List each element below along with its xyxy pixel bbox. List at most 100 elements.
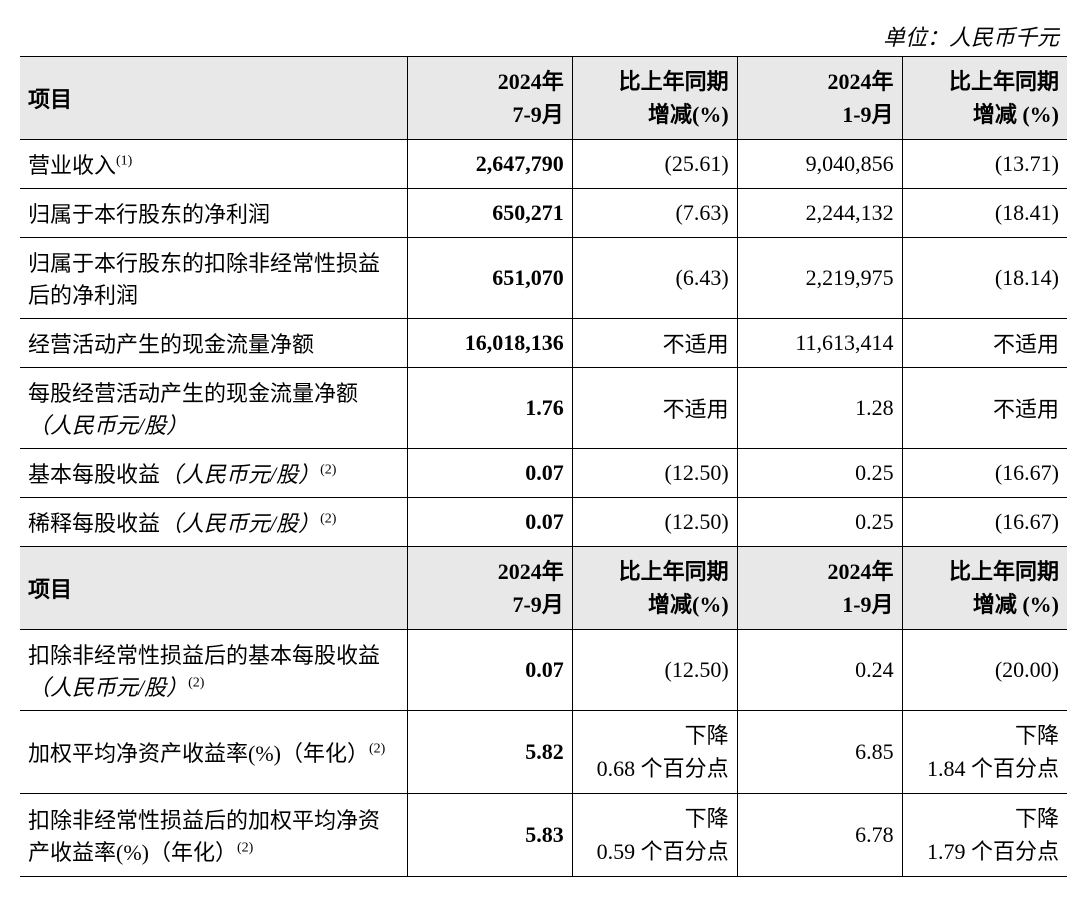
cell-v3: 2,219,975 [737,238,902,319]
cell-v2: 不适用 [572,368,737,449]
table-row: 归属于本行股东的扣除非经常性损益后的净利润 651,070 (6.43) 2,2… [20,238,1067,319]
header-col2-line1: 比上年同期 [619,559,729,584]
row-label: 经营活动产生的现金流量净额 [20,319,407,368]
cell-v4: (18.14) [902,238,1067,319]
cell-v2: (12.50) [572,630,737,711]
cell-v4: 下降 1.84 个百分点 [902,711,1067,794]
cell-v2: 下降 0.59 个百分点 [572,794,737,877]
row-label: 扣除非经常性损益后的基本每股收益（人民币元/股）(2) [20,630,407,711]
row-label: 归属于本行股东的扣除非经常性损益后的净利润 [20,238,407,319]
cell-v2: (25.61) [572,140,737,189]
header-row-1: 项目 2024年 7-9月 比上年同期 增减(%) 2024年 1-9月 比上年… [20,57,1067,140]
v2-line1: 下降 [685,723,729,748]
cell-v4: 不适用 [902,368,1067,449]
label-italic: （人民币元/股） [160,511,320,536]
unit-label: 单位：人民币千元 [20,20,1067,52]
v2-line2: 0.68 个百分点 [597,756,729,781]
row-label: 扣除非经常性损益后的加权平均净资产收益率(%)（年化）(2) [20,794,407,877]
v4-line2: 1.79 个百分点 [927,839,1059,864]
label-italic: （人民币元/股） [28,675,188,700]
cell-v2: (12.50) [572,449,737,498]
header-col4-line2: 增减 (%) [973,592,1059,617]
label-text: 营业收入 [28,153,116,178]
row-label: 每股经营活动产生的现金流量净额（人民币元/股） [20,368,407,449]
label-super: (2) [320,512,336,527]
row-label: 营业收入(1) [20,140,407,189]
cell-v3: 6.78 [737,794,902,877]
header-col3-line2: 1-9月 [842,102,893,127]
cell-v1: 2,647,790 [407,140,572,189]
label-text: 扣除非经常性损益后的加权平均净资产收益率(%)（年化） [28,808,380,865]
header-col1-line2: 7-9月 [512,592,563,617]
table-row: 营业收入(1) 2,647,790 (25.61) 9,040,856 (13.… [20,140,1067,189]
label-italic: （人民币元/股） [160,462,320,487]
header-col3: 2024年 1-9月 [737,547,902,630]
header-col3-line2: 1-9月 [842,592,893,617]
cell-v3: 0.25 [737,498,902,547]
cell-v1: 0.07 [407,630,572,711]
header-col1: 2024年 7-9月 [407,547,572,630]
cell-v3: 0.24 [737,630,902,711]
cell-v1: 5.83 [407,794,572,877]
cell-v1: 16,018,136 [407,319,572,368]
header-col1-line2: 7-9月 [512,102,563,127]
header-col2-line2: 增减(%) [648,592,729,617]
header-col4: 比上年同期 增减 (%) [902,547,1067,630]
header-col3: 2024年 1-9月 [737,57,902,140]
label-super: (2) [188,676,204,691]
table-row: 归属于本行股东的净利润 650,271 (7.63) 2,244,132 (18… [20,189,1067,238]
table-row: 稀释每股收益（人民币元/股）(2) 0.07 (12.50) 0.25 (16.… [20,498,1067,547]
cell-v4: (16.67) [902,449,1067,498]
cell-v1: 0.07 [407,498,572,547]
financial-table: 项目 2024年 7-9月 比上年同期 增减(%) 2024年 1-9月 比上年… [20,56,1067,877]
v2-line2: 0.59 个百分点 [597,839,729,864]
label-super: (2) [369,742,385,757]
v4-line1: 下降 [1015,723,1059,748]
table-row: 扣除非经常性损益后的加权平均净资产收益率(%)（年化）(2) 5.83 下降 0… [20,794,1067,877]
cell-v2: (12.50) [572,498,737,547]
header-col4: 比上年同期 增减 (%) [902,57,1067,140]
cell-v2: (6.43) [572,238,737,319]
header-row-2: 项目 2024年 7-9月 比上年同期 增减(%) 2024年 1-9月 比上年… [20,547,1067,630]
cell-v4: (16.67) [902,498,1067,547]
header-col3-line1: 2024年 [828,559,894,584]
row-label: 基本每股收益（人民币元/股）(2) [20,449,407,498]
cell-v4: (18.41) [902,189,1067,238]
cell-v4: 不适用 [902,319,1067,368]
cell-v4: 下降 1.79 个百分点 [902,794,1067,877]
cell-v3: 0.25 [737,449,902,498]
table-row: 每股经营活动产生的现金流量净额（人民币元/股） 1.76 不适用 1.28 不适… [20,368,1067,449]
cell-v1: 5.82 [407,711,572,794]
label-text: 每股经营活动产生的现金流量净额 [28,381,358,406]
row-label: 加权平均净资产收益率(%)（年化）(2) [20,711,407,794]
row-label: 稀释每股收益（人民币元/股）(2) [20,498,407,547]
header-col1-line1: 2024年 [498,69,564,94]
header-col2-line1: 比上年同期 [619,69,729,94]
cell-v3: 2,244,132 [737,189,902,238]
cell-v1: 650,271 [407,189,572,238]
label-super: (1) [116,154,132,169]
label-super: (2) [237,841,253,856]
v4-line1: 下降 [1015,806,1059,831]
header-col2: 比上年同期 增减(%) [572,547,737,630]
header-col4-line1: 比上年同期 [949,69,1059,94]
cell-v1: 651,070 [407,238,572,319]
cell-v1: 1.76 [407,368,572,449]
label-text: 基本每股收益 [28,462,160,487]
header-col2-line2: 增减(%) [648,102,729,127]
cell-v3: 6.85 [737,711,902,794]
table-row: 扣除非经常性损益后的基本每股收益（人民币元/股）(2) 0.07 (12.50)… [20,630,1067,711]
header-col1: 2024年 7-9月 [407,57,572,140]
cell-v2: (7.63) [572,189,737,238]
cell-v4: (13.71) [902,140,1067,189]
cell-v3: 1.28 [737,368,902,449]
v2-line1: 下降 [685,806,729,831]
header-item: 项目 [20,57,407,140]
label-text: 稀释每股收益 [28,511,160,536]
header-item: 项目 [20,547,407,630]
v4-line2: 1.84 个百分点 [927,756,1059,781]
cell-v2: 下降 0.68 个百分点 [572,711,737,794]
cell-v3: 9,040,856 [737,140,902,189]
cell-v2: 不适用 [572,319,737,368]
label-super: (2) [320,463,336,478]
